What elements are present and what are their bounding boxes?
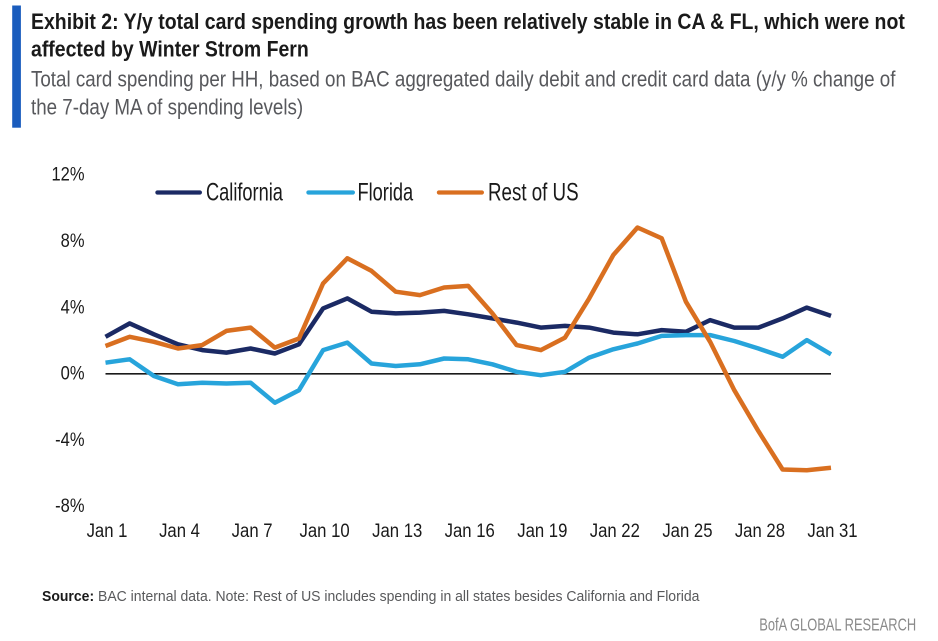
svg-text:4%: 4% (61, 296, 85, 317)
svg-text:California: California (206, 178, 284, 207)
svg-text:Jan 7: Jan 7 (232, 520, 273, 541)
svg-text:affected by Winter Strom Fern: affected by Winter Strom Fern (31, 37, 309, 61)
svg-text:Jan 1: Jan 1 (87, 520, 128, 541)
svg-text:Jan 28: Jan 28 (735, 520, 785, 541)
svg-text:Exhibit 2: Y/y total card spen: Exhibit 2: Y/y total card spending growt… (31, 10, 905, 34)
svg-text:Jan 13: Jan 13 (372, 520, 422, 541)
svg-text:Jan 10: Jan 10 (300, 520, 350, 541)
svg-text:Florida: Florida (358, 178, 414, 207)
svg-text:-4%: -4% (55, 429, 84, 450)
svg-text:Source: BAC internal data. Not: Source: BAC internal data. Note: Rest of… (42, 589, 700, 606)
svg-text:Jan 16: Jan 16 (445, 520, 495, 541)
svg-text:BofA GLOBAL RESEARCH: BofA GLOBAL RESEARCH (759, 616, 916, 635)
svg-text:Jan 22: Jan 22 (590, 520, 640, 541)
svg-text:Jan 31: Jan 31 (807, 520, 857, 541)
svg-text:8%: 8% (61, 230, 85, 251)
svg-text:Jan 25: Jan 25 (662, 520, 712, 541)
svg-text:-8%: -8% (55, 495, 84, 516)
svg-text:Total card spending per HH, ba: Total card spending per HH, based on BAC… (31, 67, 896, 92)
svg-text:Jan 19: Jan 19 (517, 520, 567, 541)
svg-text:Rest of US: Rest of US (488, 178, 579, 206)
svg-text:Jan 4: Jan 4 (159, 520, 200, 541)
svg-text:0%: 0% (61, 362, 85, 383)
svg-text:12%: 12% (52, 163, 85, 184)
svg-text:the 7-day MA of spending level: the 7-day MA of spending levels) (31, 95, 303, 120)
